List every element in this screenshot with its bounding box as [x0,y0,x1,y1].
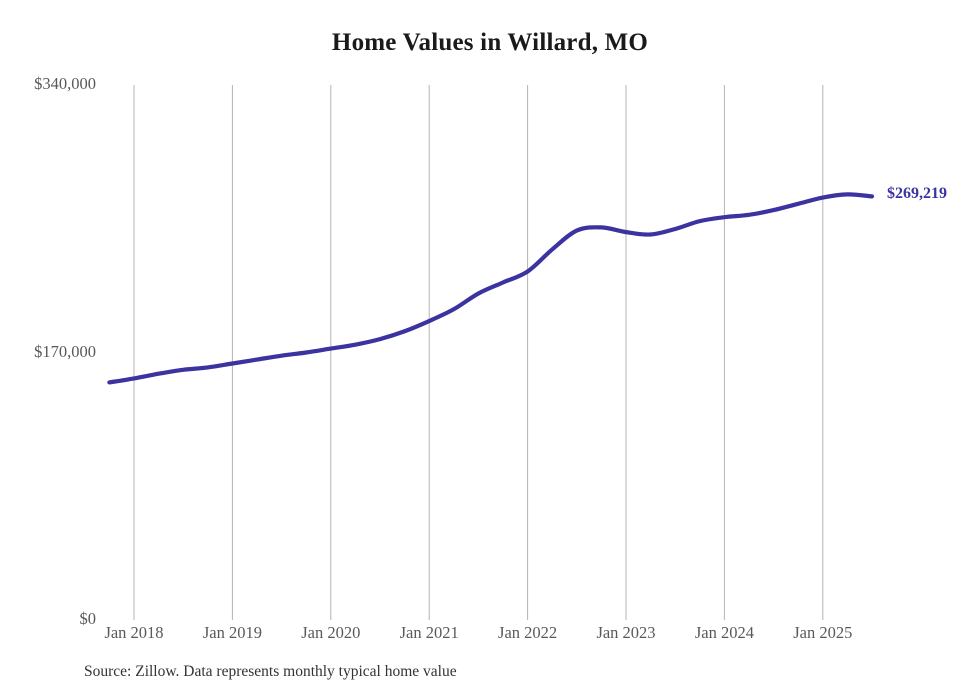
x-gridlines [133,85,824,620]
y-tick-label: $170,000 [34,341,96,361]
y-tick-label: $340,000 [34,74,96,93]
x-tick-label: Jan 2021 [399,623,459,642]
x-tick-label: Jan 2024 [694,623,754,642]
x-tick-label: Jan 2022 [498,623,558,642]
x-tick-label: Jan 2018 [104,623,164,642]
x-tick-label: Jan 2025 [793,623,853,642]
source-note: Source: Zillow. Data represents monthly … [84,663,457,680]
x-tick-label: Jan 2019 [202,623,262,642]
end-value-label: $269,219 [887,185,947,203]
value-line [107,192,875,385]
x-tick-label: Jan 2020 [301,623,361,642]
y-tick-label: $0 [79,609,97,628]
x-tick-label: Jan 2023 [596,623,656,642]
chart-title: Home Values in Willard, MO [331,29,649,56]
